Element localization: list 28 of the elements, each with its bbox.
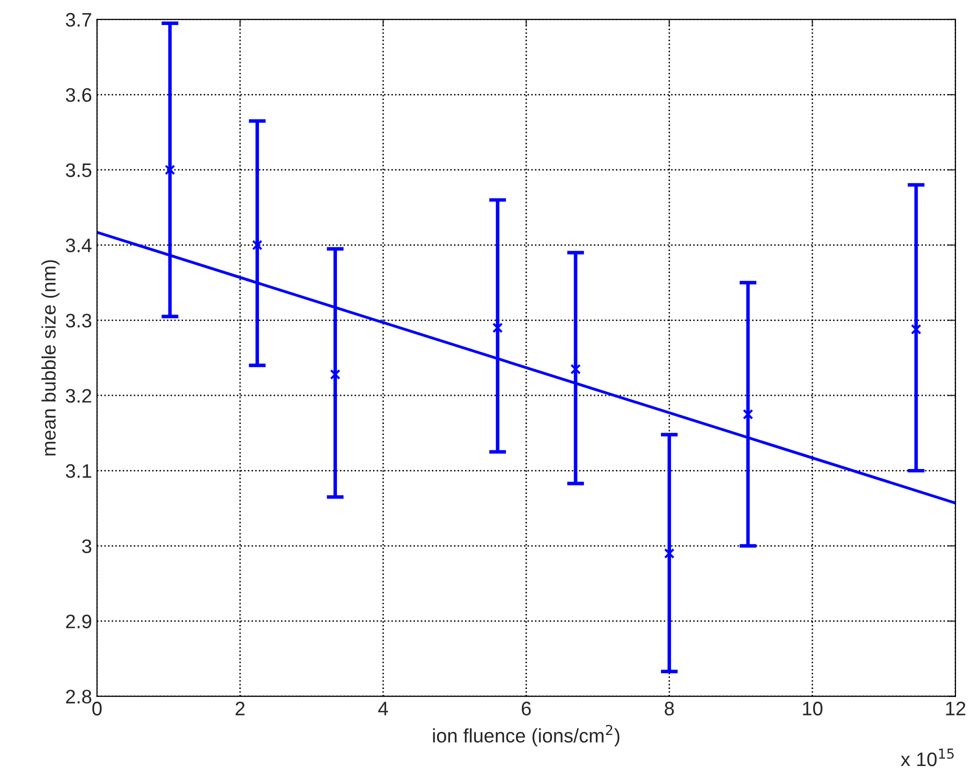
- x-tick-label: 12: [946, 702, 966, 716]
- y-tick-label: 3.1: [66, 464, 92, 478]
- x-tick-label: 8: [664, 702, 674, 716]
- x-tick-label: 10: [803, 702, 822, 716]
- y-tick-label: 3: [82, 539, 92, 554]
- point: [492, 322, 503, 334]
- point: [910, 324, 922, 335]
- x-tick-label: 6: [522, 702, 531, 716]
- point: [664, 548, 675, 559]
- text: x 10$^{15}$: [900, 748, 954, 766]
- point: [742, 409, 754, 420]
- y-tick-label: 2.8: [66, 690, 92, 704]
- y-tick-label: 2.9: [66, 614, 92, 628]
- point: [570, 364, 581, 374]
- x-tick-label: 2: [236, 702, 245, 716]
- y-tick-label: 3.4: [66, 238, 92, 252]
- x-tick-label: 0: [92, 702, 102, 716]
- y-tick-label: 3.5: [66, 163, 92, 178]
- y-tick-label: 3.3: [66, 314, 92, 328]
- point: [164, 164, 176, 176]
- y-tick-label: 3.7: [66, 12, 92, 27]
- y-axis-title: mean bubble size (nm): [41, 260, 60, 456]
- y-tick-label: 3.2: [66, 388, 92, 403]
- point: [330, 369, 340, 380]
- x-tick-label: 4: [378, 702, 388, 716]
- y-tick-label: 3.6: [66, 88, 92, 102]
- point: [252, 240, 262, 250]
- x-axis-title: ion fluence (ions/cm$^{2}$): [433, 724, 620, 746]
